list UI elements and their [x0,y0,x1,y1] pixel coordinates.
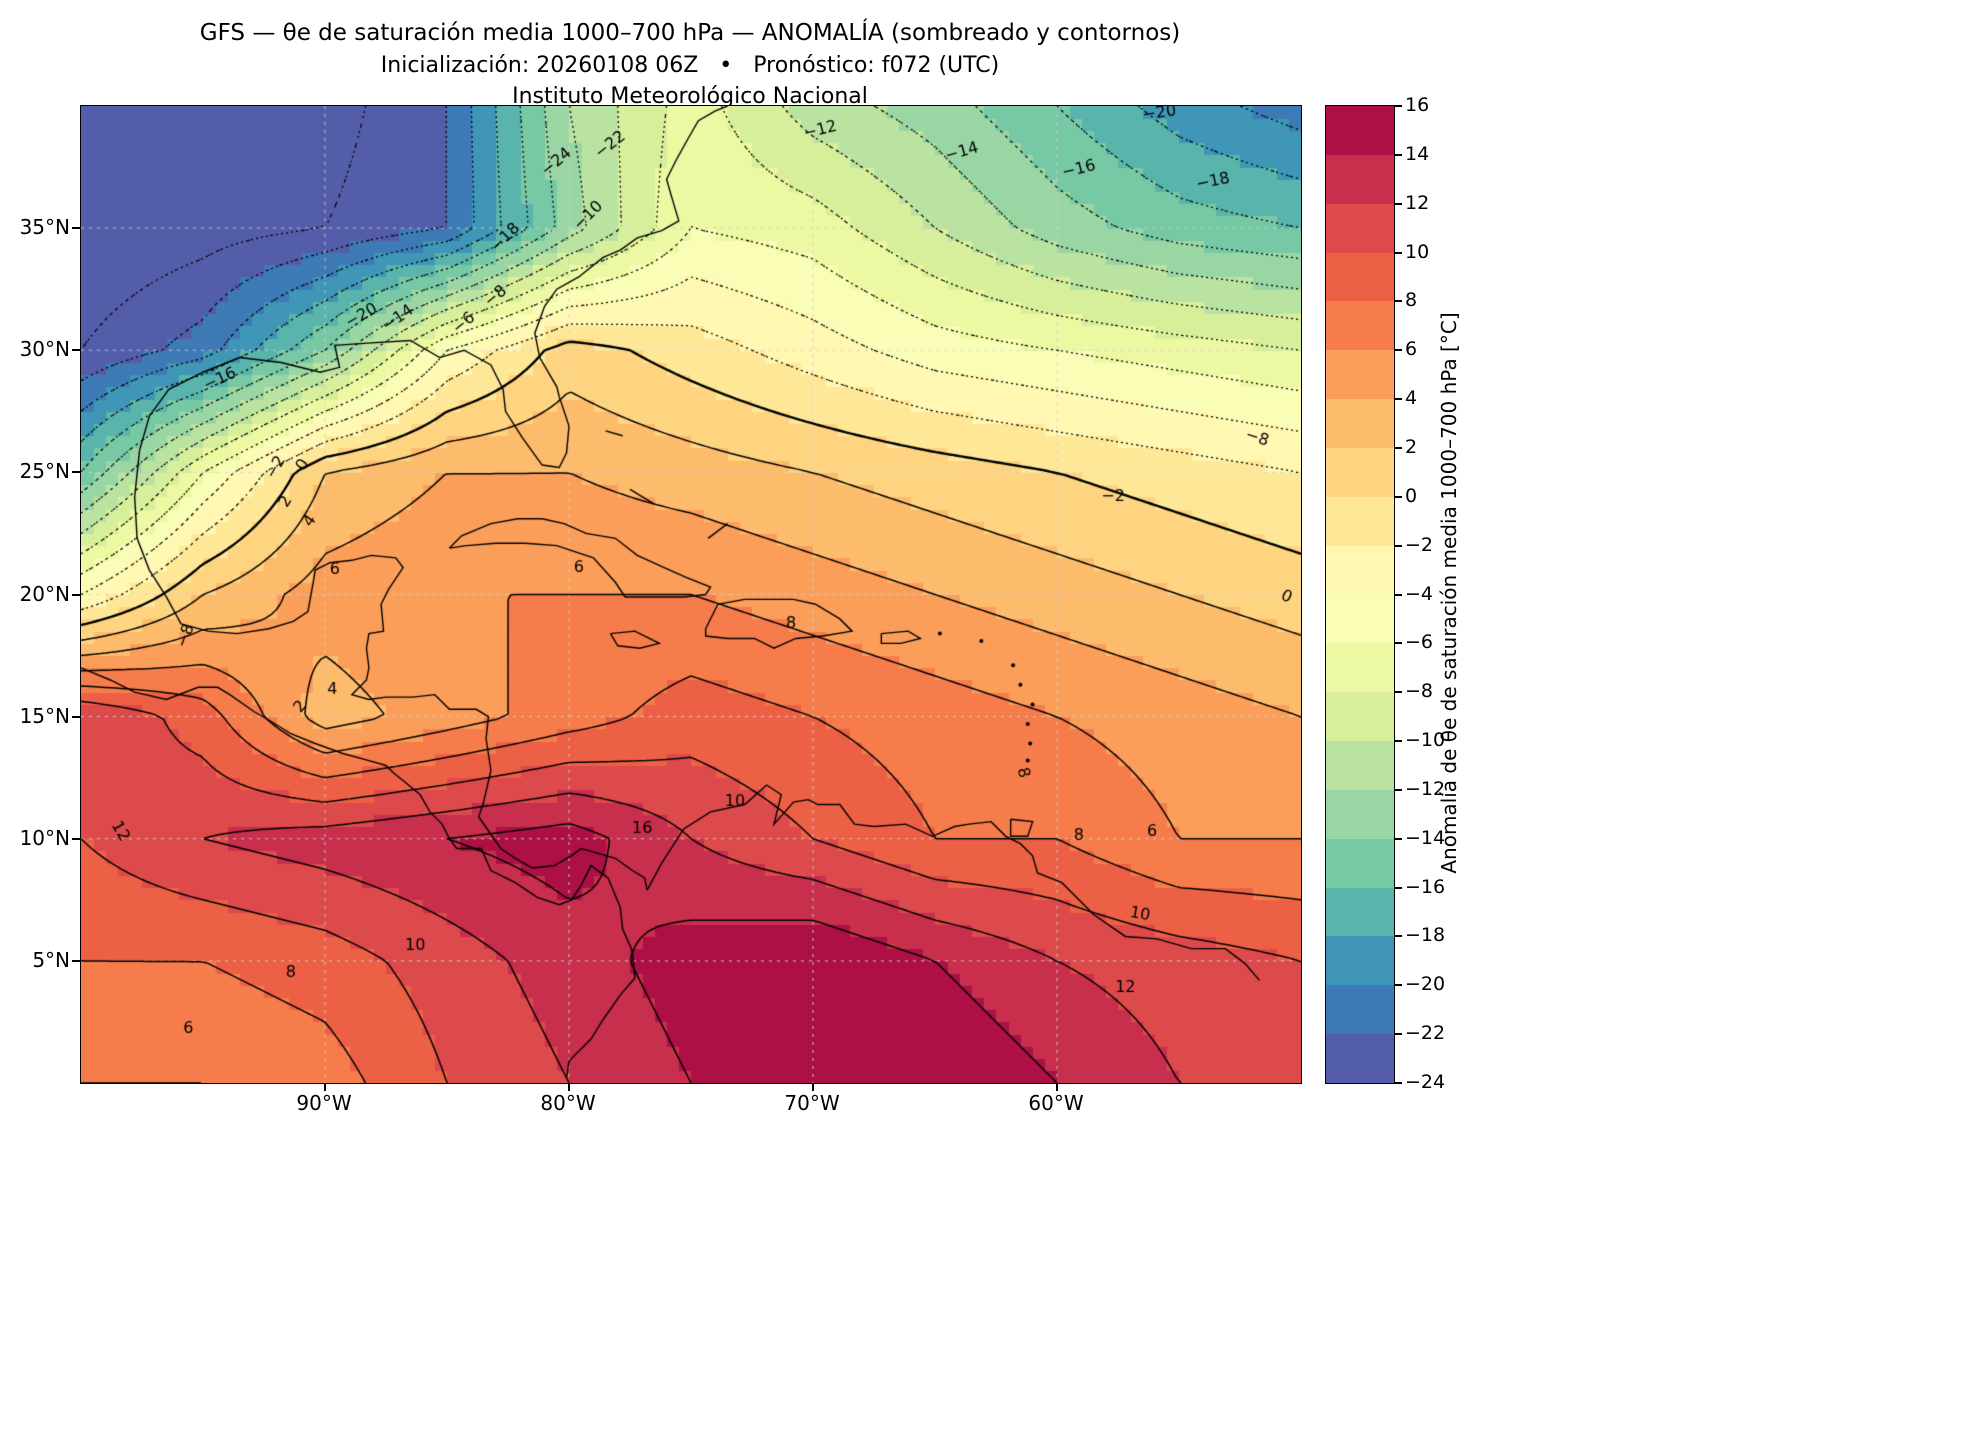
colorbar-tick-mark [1394,105,1402,107]
colorbar [1325,105,1395,1084]
colorbar-swatch [1326,252,1394,302]
colorbar-tick-mark [1394,495,1402,498]
lat-tick-mark [72,471,80,474]
colorbar-swatch [1326,643,1394,693]
colorbar-tick-label: 8 [1405,289,1418,312]
colorbar-tick-label: −24 [1405,1071,1446,1093]
colorbar-swatch [1326,496,1394,546]
colorbar-tick-label: −12 [1405,777,1446,800]
colorbar-swatch [1326,399,1394,448]
colorbar-tick-mark [1394,446,1402,449]
colorbar-tick-mark [1394,1082,1402,1084]
colorbar-swatch [1326,985,1394,1035]
colorbar-tick-label: −2 [1405,533,1434,556]
colorbar-tick-label: 4 [1405,387,1418,410]
lon-tick-label: 80°W [540,1091,596,1115]
lat-tick-mark [72,349,80,352]
colorbar-tick-mark [1394,691,1402,694]
lat-tick-label: 35°N [19,215,70,240]
colorbar-tick-mark [1394,251,1402,254]
lon-tick-mark [568,1083,570,1091]
colorbar-swatch [1326,203,1394,253]
colorbar-tick-label: −10 [1405,729,1446,752]
colorbar-tick-label: 10 [1405,240,1430,263]
colorbar-tick-mark [1394,398,1402,401]
lon-tick-mark [812,1083,814,1091]
colorbar-tick-label: 16 [1405,94,1430,116]
colorbar-swatch [1326,106,1394,155]
colorbar-tick-mark [1394,593,1402,596]
colorbar-swatch [1326,1034,1394,1083]
colorbar-swatch [1326,350,1394,400]
colorbar-tick-label: −20 [1405,973,1446,996]
colorbar-swatch [1326,447,1394,497]
lat-tick-mark [72,959,80,962]
lat-tick-mark [72,593,80,596]
lat-tick-label: 30°N [19,337,70,362]
colorbar-tick-label: −22 [1405,1022,1446,1045]
colorbar-swatch [1326,154,1394,204]
colorbar-swatch [1326,692,1394,741]
colorbar-tick-label: 2 [1405,435,1418,458]
colorbar-tick-label: −18 [1405,924,1446,947]
lat-tick-mark [72,715,80,718]
colorbar-swatch [1326,789,1394,839]
map-plot [80,105,1302,1084]
lat-tick-mark [72,837,80,840]
lat-tick-label: 10°N [19,825,70,850]
chart-institution: Instituto Meteorológico Nacional [512,84,868,109]
colorbar-tick-mark [1394,544,1402,547]
colorbar-tick-mark [1394,984,1402,987]
colorbar-swatch [1326,545,1394,595]
colorbar-swatch [1326,301,1394,351]
lat-tick-label: 5°N [32,947,70,972]
lon-tick-mark [324,1083,326,1091]
colorbar-tick-mark [1394,349,1402,352]
map-canvas [81,106,1301,1083]
colorbar-tick-label: −8 [1405,680,1434,703]
colorbar-tick-label: −6 [1405,631,1434,654]
colorbar-tick-mark [1394,1033,1402,1036]
colorbar-tick-label: 14 [1405,142,1430,165]
colorbar-tick-label: −4 [1405,582,1434,605]
colorbar-tick-mark [1394,642,1402,645]
lon-tick-label: 70°W [784,1091,840,1115]
colorbar-tick-mark [1394,300,1402,303]
colorbar-tick-label: −14 [1405,826,1446,849]
colorbar-tick-mark [1394,788,1402,791]
lat-tick-label: 20°N [19,581,70,606]
colorbar-tick-label: 0 [1405,484,1418,507]
colorbar-swatch [1326,936,1394,986]
colorbar-tick-label: −16 [1405,875,1446,898]
lon-tick-label: 60°W [1028,1091,1084,1115]
lon-tick-label: 90°W [296,1091,352,1115]
lat-tick-label: 15°N [19,703,70,728]
colorbar-tick-mark [1394,837,1402,840]
colorbar-swatch [1326,740,1394,790]
chart-title: GFS — θe de saturación media 1000–700 hP… [199,20,1181,46]
colorbar-swatch [1326,887,1394,937]
colorbar-tick-mark [1394,153,1402,156]
colorbar-tick-mark [1394,886,1402,889]
colorbar-tick-label: 12 [1405,191,1430,214]
chart-subtitle: Inicialización: 20260108 06Z • Pronóstic… [380,53,1000,78]
colorbar-swatch [1326,594,1394,644]
colorbar-swatch [1326,838,1394,888]
lat-tick-label: 25°N [19,459,70,484]
colorbar-tick-mark [1394,935,1402,938]
colorbar-tick-label: 6 [1405,338,1418,361]
colorbar-tick-mark [1394,202,1402,205]
lon-tick-mark [1056,1083,1058,1091]
lat-tick-mark [72,227,80,230]
colorbar-tick-mark [1394,740,1402,743]
